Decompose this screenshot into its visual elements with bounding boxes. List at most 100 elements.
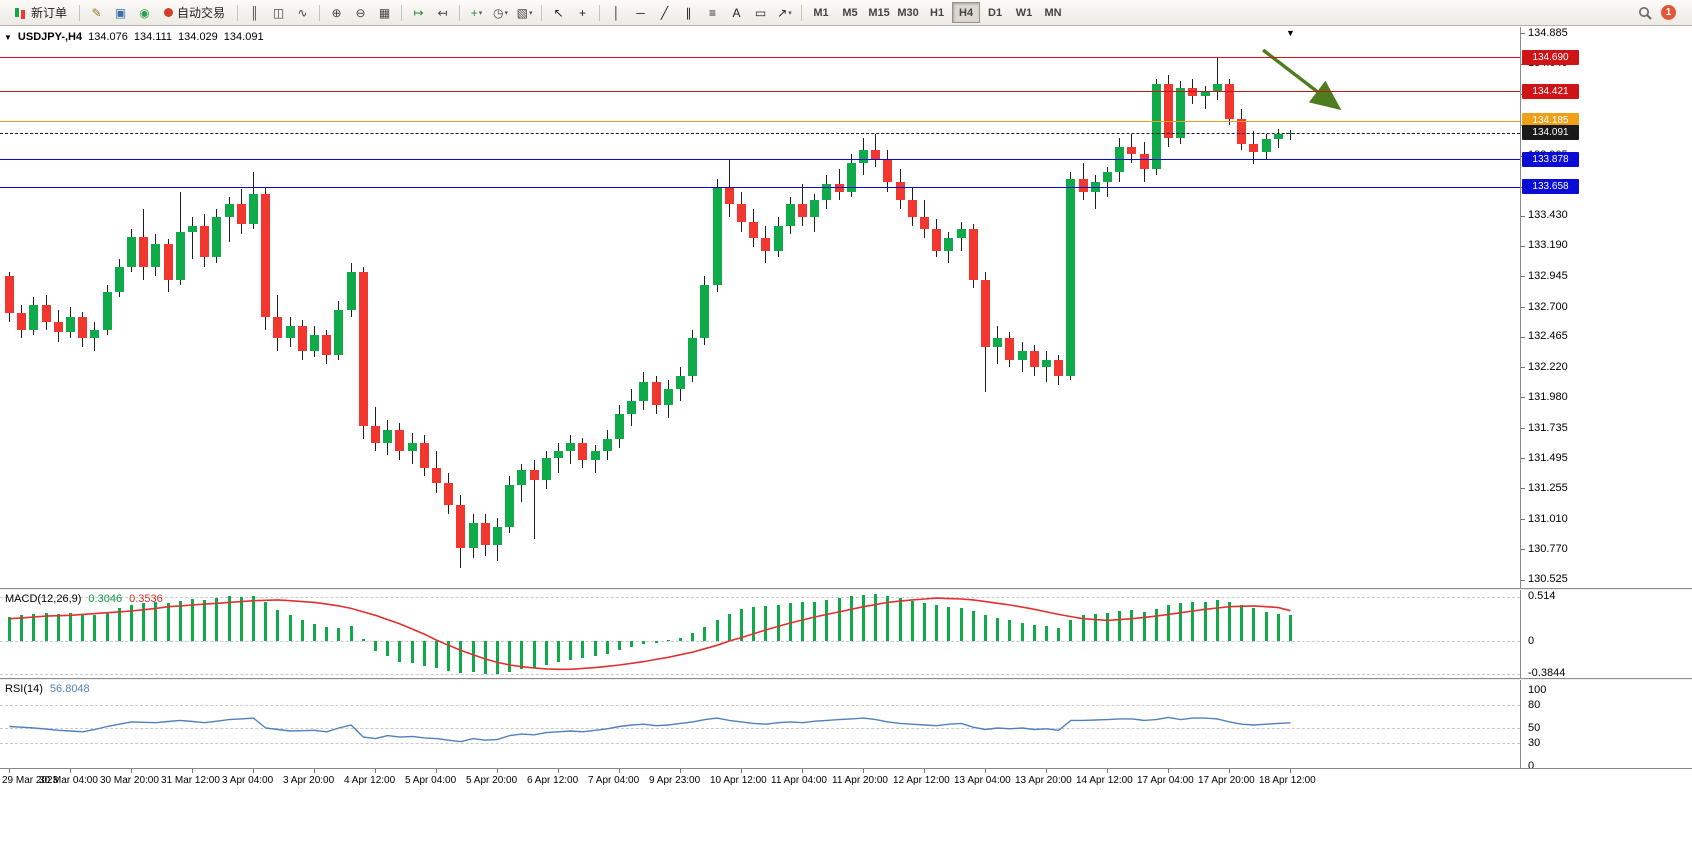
candle-body: [1176, 87, 1186, 138]
candle-body: [297, 325, 307, 352]
candle-body: [1151, 83, 1161, 170]
periods-icon[interactable]: ◷ ▾: [493, 5, 509, 20]
chart-shift-icon[interactable]: ↤: [437, 5, 448, 20]
timeframe-m30[interactable]: M30: [897, 6, 919, 19]
chart-shift-marker-icon[interactable]: ▼: [1286, 28, 1295, 38]
market-icon[interactable]: ▣: [114, 5, 127, 20]
add-indicator-icon[interactable]: + ▾: [470, 5, 483, 20]
text-label-icon[interactable]: ▭: [754, 5, 767, 20]
notification-badge[interactable]: 1: [1661, 5, 1676, 20]
price-tick: [1521, 579, 1525, 581]
candle-body: [968, 229, 978, 280]
price-tick: [1521, 397, 1525, 399]
candle-wick: [875, 133, 877, 167]
macd-histogram-bar: [447, 641, 451, 671]
macd-histogram-bar: [142, 603, 146, 641]
time-tick: [1107, 769, 1108, 773]
tile-windows-icon[interactable]: ▦: [378, 5, 391, 20]
macd-indicator-panel[interactable]: MACD(12,26,9) 0.3046 0.3536: [0, 590, 1520, 678]
macd-histogram-bar: [300, 620, 304, 641]
time-tick: [192, 769, 193, 773]
search-icon[interactable]: [1633, 2, 1656, 24]
macd-histogram-bar: [20, 615, 24, 641]
candle-body: [41, 304, 51, 323]
chart-dropdown-icon[interactable]: ▼: [4, 32, 12, 42]
macd-histogram-bar: [1154, 609, 1158, 641]
macd-signal-value: 0.3536: [129, 593, 163, 605]
timeframe-m5[interactable]: M5: [842, 6, 858, 19]
cursor-icon[interactable]: ↖: [553, 5, 564, 20]
price-chart-panel[interactable]: ▼ USDJPY-,H4 134.076 134.111 134.029 134…: [0, 27, 1520, 588]
templates-icon[interactable]: ▧ ▾: [516, 5, 533, 20]
arrows-icon[interactable]: ↗ ▾: [777, 5, 792, 20]
horizontal-line-object[interactable]: [0, 57, 1520, 59]
editor-icon[interactable]: ✎: [91, 5, 102, 20]
horizontal-line-object[interactable]: [0, 120, 1520, 122]
community-icon[interactable]: ◉: [139, 5, 150, 20]
macd-histogram-bar: [618, 641, 621, 651]
time-tick: [863, 769, 864, 773]
text-icon[interactable]: A: [732, 5, 741, 20]
zoom-out-icon[interactable]: ⊖: [355, 5, 366, 20]
time-tick: [253, 769, 254, 773]
fibonacci-icon[interactable]: ≡: [709, 5, 717, 20]
candle-body: [224, 204, 234, 217]
rsi-indicator-panel[interactable]: RSI(14) 56.8048: [0, 680, 1520, 768]
candle-body: [346, 271, 356, 310]
rsi-axis-label: 100: [1528, 683, 1547, 696]
candlestick-chart-icon[interactable]: ◫: [272, 5, 285, 20]
horizontal-line-object[interactable]: [0, 159, 1520, 161]
vertical-line-icon[interactable]: │: [612, 5, 621, 20]
candle-body: [1273, 133, 1283, 139]
timeframe-m15[interactable]: M15: [868, 6, 890, 19]
candle-body: [1212, 83, 1222, 92]
time-axis-label: 30 Mar 20:00: [100, 775, 159, 786]
macd-histogram-bar: [496, 641, 499, 674]
time-axis[interactable]: 29 Mar 2023 30 Mar 04:00 30 Mar 20:00 31 Ma…: [0, 768, 1692, 793]
horizontal-line-object[interactable]: [0, 132, 1520, 134]
equidistant-channel-icon[interactable]: ∥: [685, 5, 692, 20]
macd-histogram-bar: [1130, 610, 1134, 641]
auto-scroll-icon[interactable]: ↦: [413, 5, 424, 20]
candle-body: [1078, 179, 1088, 192]
crosshair-icon[interactable]: +: [579, 5, 587, 20]
horizontal-line-object[interactable]: [0, 186, 1520, 188]
timeframe-d1[interactable]: D1: [988, 6, 1003, 19]
line-chart-icon[interactable]: ∿: [297, 5, 308, 20]
candle-body: [383, 430, 393, 443]
horizontal-line-icon[interactable]: ─: [636, 5, 645, 20]
candle-body: [395, 430, 405, 452]
autotrading-button[interactable]: 自动交易: [157, 2, 232, 24]
new-order-button[interactable]: 新订单: [6, 2, 74, 24]
panel-divider[interactable]: [0, 588, 1692, 590]
panel-divider[interactable]: [0, 678, 1692, 680]
trendline-icon[interactable]: ╱: [660, 5, 669, 20]
horizontal-line-object[interactable]: [0, 91, 1520, 93]
toolbar-separator: [599, 4, 601, 21]
macd-histogram-bar: [764, 605, 768, 641]
timeframe-mn[interactable]: MN: [1044, 6, 1062, 19]
macd-histogram-bar: [435, 641, 438, 669]
timeframe-m1[interactable]: M1: [813, 6, 829, 19]
time-tick: [9, 769, 10, 773]
candle-body: [1164, 83, 1173, 138]
candle-body: [371, 426, 380, 443]
timeframe-h4[interactable]: H4: [952, 2, 981, 23]
candle-body: [163, 244, 173, 280]
bar-chart-icon[interactable]: ║: [250, 5, 259, 20]
candle-body: [602, 438, 612, 452]
timeframe-w1[interactable]: W1: [1015, 6, 1033, 19]
time-axis-label: 3 Apr 04:00: [222, 775, 274, 786]
candle-body: [676, 376, 685, 389]
macd-signal-line: [9, 597, 1291, 671]
macd-histogram-bar: [1057, 628, 1061, 641]
candle-body: [895, 181, 905, 201]
candle-body: [456, 505, 466, 548]
macd-histogram-bar: [898, 598, 902, 641]
price-axis[interactable]: 134.885134.640134.395134.150133.905133.6…: [1521, 27, 1601, 588]
candle-body: [724, 187, 734, 205]
macd-histogram-bar: [520, 641, 524, 670]
zoom-in-icon[interactable]: ⊕: [331, 5, 342, 20]
timeframe-h1[interactable]: H1: [930, 6, 945, 19]
candle-body: [920, 216, 929, 230]
